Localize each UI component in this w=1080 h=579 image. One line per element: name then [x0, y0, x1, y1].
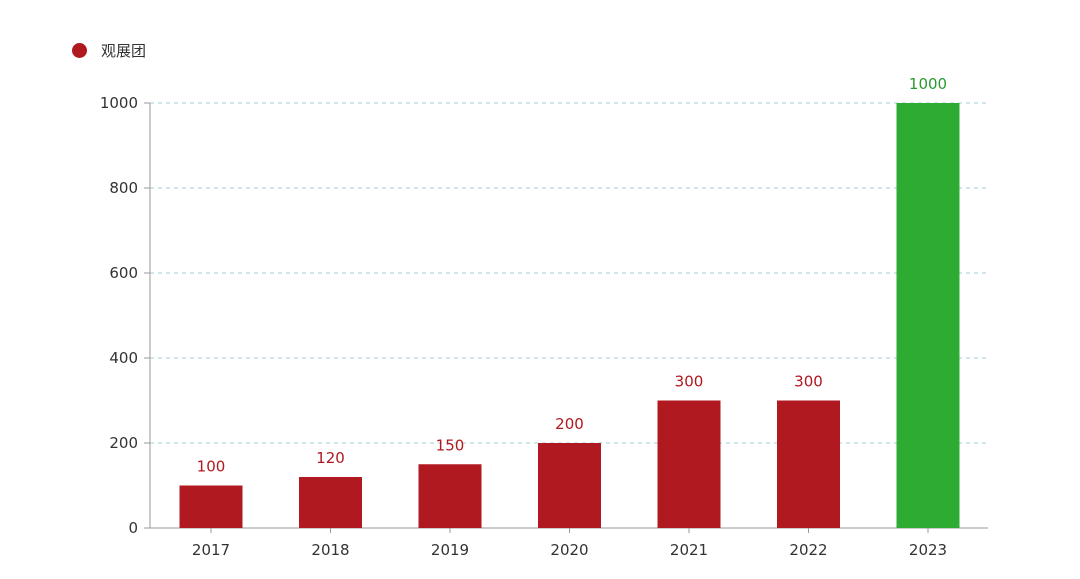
- bar: [538, 443, 601, 528]
- data-label: 120: [316, 449, 345, 467]
- y-tick-label: 1000: [100, 94, 138, 112]
- y-tick-label: 800: [109, 179, 138, 197]
- legend-label: 观展团: [101, 42, 147, 60]
- data-label: 1000: [909, 75, 947, 93]
- bar: [896, 103, 960, 528]
- bar: [179, 485, 243, 528]
- y-tick-label: 400: [109, 349, 138, 367]
- bar: [299, 477, 362, 528]
- data-label: 300: [675, 373, 704, 391]
- x-tick-label: 2023: [909, 541, 947, 559]
- x-tick-label: 2018: [311, 541, 349, 559]
- data-label: 300: [794, 373, 823, 391]
- x-tick-label: 2021: [670, 541, 708, 559]
- legend-marker: [72, 43, 87, 58]
- x-tick-label: 2020: [550, 541, 588, 559]
- data-label: 150: [436, 436, 465, 454]
- x-tick-label: 2017: [192, 541, 230, 559]
- data-label: 100: [197, 458, 226, 476]
- data-label: 200: [555, 415, 584, 433]
- x-tick-label: 2019: [431, 541, 469, 559]
- y-tick-label: 600: [109, 264, 138, 282]
- legend: 观展团: [72, 40, 146, 61]
- x-tick-label: 2022: [789, 541, 827, 559]
- y-tick-label: 0: [128, 519, 138, 537]
- bar: [657, 400, 721, 528]
- bar: [418, 464, 482, 528]
- y-tick-label: 200: [109, 434, 138, 452]
- bar: [777, 400, 840, 528]
